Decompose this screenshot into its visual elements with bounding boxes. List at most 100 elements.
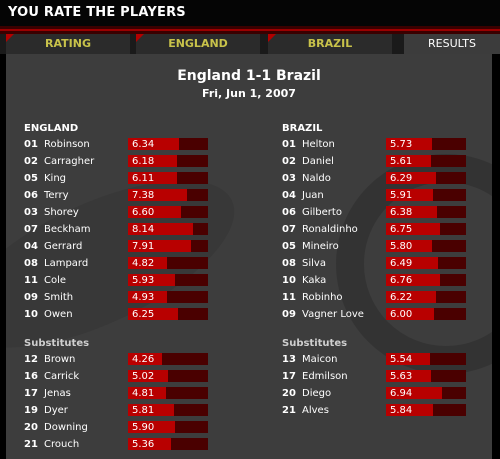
rating-value: 6.34 — [132, 139, 155, 150]
player-name: Gerrard — [44, 241, 83, 252]
rating-bar-track — [386, 370, 466, 382]
rating-bar-fill — [128, 387, 167, 399]
rating-bar-fill — [128, 257, 167, 269]
rating-value: 5.61 — [390, 156, 413, 167]
rating-bar-track — [386, 240, 466, 252]
rating-bar-fill — [386, 370, 432, 382]
player-row: 11 Robinho 6.22 — [282, 290, 482, 305]
player-number: 06 — [282, 207, 296, 218]
player-number: 03 — [282, 173, 296, 184]
tab-label: BRAZIL — [307, 37, 353, 50]
rating-bar-fill — [386, 240, 433, 252]
rating-bar-track — [386, 223, 466, 235]
tab-rating[interactable]: RATING — [6, 34, 130, 54]
player-row: 07 Ronaldinho 6.75 — [282, 222, 482, 237]
rating-bar-track — [128, 240, 208, 252]
player-name: Kaka — [302, 275, 327, 286]
tab-results[interactable]: RESULTS — [404, 34, 500, 54]
rating-bar-fill — [128, 155, 178, 167]
player-name: Gilberto — [302, 207, 342, 218]
player-row: 13 Maicon 5.54 — [282, 352, 482, 367]
player-number: 21 — [24, 439, 38, 450]
player-row: 02 Carragher 6.18 — [24, 154, 224, 169]
rating-value: 8.14 — [132, 224, 155, 235]
rating-bar-fill — [386, 257, 438, 269]
rating-value: 6.00 — [390, 309, 413, 320]
rating-bar-track — [128, 404, 208, 416]
rating-bar-fill — [386, 353, 431, 365]
player-row: 17 Jenas 4.81 — [24, 386, 224, 401]
rating-bar-track — [128, 421, 208, 433]
tab-notch — [6, 34, 14, 42]
rating-value: 6.38 — [390, 207, 413, 218]
player-name: Vagner Love — [302, 309, 364, 320]
player-name: Daniel — [302, 156, 334, 167]
player-number: 05 — [24, 173, 38, 184]
rating-value: 5.84 — [390, 405, 413, 416]
player-row: 12 Brown 4.26 — [24, 352, 224, 367]
player-name: Helton — [302, 139, 335, 150]
player-name: Smith — [44, 292, 74, 303]
rating-value: 6.76 — [390, 275, 413, 286]
rating-value: 4.26 — [132, 354, 155, 365]
tab-brazil[interactable]: BRAZIL — [268, 34, 392, 54]
player-number: 09 — [282, 309, 296, 320]
player-number: 08 — [282, 258, 296, 269]
rating-bar-track — [128, 189, 208, 201]
rating-value: 4.81 — [132, 388, 155, 399]
rating-value: 5.63 — [390, 371, 413, 382]
rating-bar-track — [386, 155, 466, 167]
player-name: Diego — [302, 388, 332, 399]
rating-bar-track — [386, 172, 466, 184]
player-row: 10 Owen 6.25 — [24, 307, 224, 322]
rating-value: 5.54 — [390, 354, 413, 365]
player-number: 10 — [24, 309, 38, 320]
rating-bar-fill — [128, 308, 178, 320]
player-row: 09 Vagner Love 6.00 — [282, 307, 482, 322]
player-number: 10 — [282, 275, 296, 286]
player-name: Naldo — [302, 173, 331, 184]
tab-england[interactable]: ENGLAND — [136, 34, 260, 54]
rating-bar-fill — [386, 291, 436, 303]
rating-bar-track — [386, 274, 466, 286]
player-number: 08 — [24, 258, 38, 269]
player-row: 02 Daniel 5.61 — [282, 154, 482, 169]
brazil-substitutes-label: Substitutes — [282, 338, 348, 349]
tab-label: RESULTS — [428, 37, 476, 50]
player-number: 03 — [24, 207, 38, 218]
player-name: King — [44, 173, 67, 184]
player-number: 05 — [282, 241, 296, 252]
player-name: Juan — [302, 190, 324, 201]
player-name: Edmilson — [302, 371, 348, 382]
player-row: 05 Mineiro 5.80 — [282, 239, 482, 254]
player-row: 08 Lampard 4.82 — [24, 256, 224, 271]
rating-bar-fill — [128, 421, 176, 433]
player-number: 07 — [282, 224, 296, 235]
rating-bar-track — [128, 257, 208, 269]
rating-value: 4.93 — [132, 292, 155, 303]
rating-bar-fill — [386, 155, 431, 167]
header-divider — [0, 26, 500, 34]
tab-notch — [136, 34, 144, 42]
rating-bar-fill — [128, 353, 163, 365]
rating-bar-track — [128, 353, 208, 365]
player-name: Terry — [44, 190, 69, 201]
player-number: 02 — [24, 156, 38, 167]
player-row: 11 Cole 5.93 — [24, 273, 224, 288]
player-number: 19 — [24, 405, 38, 416]
rating-bar-track — [386, 308, 466, 320]
player-number: 04 — [24, 241, 38, 252]
rating-bar-fill — [386, 189, 434, 201]
player-row: 20 Diego 6.94 — [282, 386, 482, 401]
player-row: 04 Gerrard 7.91 — [24, 239, 224, 254]
player-row: 20 Downing 5.90 — [24, 420, 224, 435]
rating-bar-fill — [386, 387, 442, 399]
rating-value: 6.29 — [390, 173, 413, 184]
player-name: Owen — [44, 309, 73, 320]
rating-value: 6.18 — [132, 156, 155, 167]
rating-bar-fill — [386, 404, 433, 416]
player-row: 16 Carrick 5.02 — [24, 369, 224, 384]
player-number: 02 — [282, 156, 296, 167]
player-name: Carragher — [44, 156, 95, 167]
rating-bar-track — [128, 291, 208, 303]
